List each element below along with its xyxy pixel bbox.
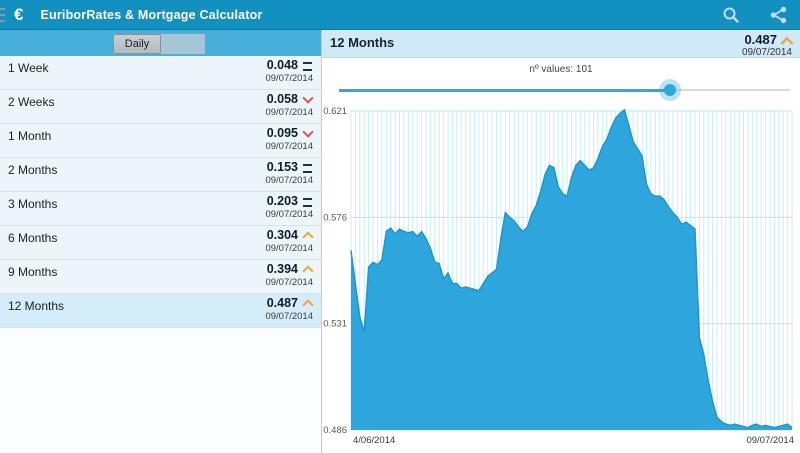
detail-date: 09/07/2014 <box>741 47 792 58</box>
rate-value: 0.095 <box>266 126 298 140</box>
rate-row-12-months[interactable]: 12 Months 0.487 09/07/2014 <box>0 294 321 328</box>
trend-down-icon <box>303 128 313 138</box>
x-axis-start-label: 4/06/2014 <box>353 435 395 446</box>
rate-term: 9 Months <box>8 265 58 279</box>
rate-row-6-months[interactable]: 6 Months 0.304 09/07/2014 <box>0 226 321 260</box>
y-axis-tick-label: 0.531 <box>323 319 347 330</box>
rate-date: 09/07/2014 <box>265 243 313 254</box>
rate-value: 0.153 <box>266 160 298 174</box>
share-icon[interactable] <box>768 4 790 26</box>
rate-history-chart: 0.621 0.576 0.531 0.486 4/06/2014 09/07/2014 <box>322 95 800 453</box>
period-toolbar: Daily <box>0 30 321 56</box>
area-chart: 0.621 0.576 0.531 0.486 4/06/2014 09/07/2014 <box>323 106 794 446</box>
detail-term: 12 Months <box>330 35 395 50</box>
rate-term: 2 Weeks <box>8 95 55 109</box>
rate-term: 12 Months <box>8 299 65 313</box>
rate-date: 09/07/2014 <box>265 175 313 186</box>
trend-equal-icon <box>303 60 313 71</box>
rates-list-filler <box>0 328 321 453</box>
trend-equal-icon <box>303 196 313 207</box>
rate-row-1-week[interactable]: 1 Week 0.048 09/07/2014 <box>0 56 321 90</box>
y-axis-tick-label: 0.621 <box>323 106 347 117</box>
n-values-label: nº values: 101 <box>529 64 593 75</box>
period-daily-button[interactable]: Daily <box>113 34 161 54</box>
rate-term: 1 Week <box>8 61 49 75</box>
rate-term: 2 Months <box>8 163 58 177</box>
detail-panel: 12 Months 0.487 09/07/2014 nº values: 10… <box>322 30 800 453</box>
euro-logo-icon: € <box>14 4 24 24</box>
rates-list: 1 Week 0.048 09/07/2014 2 Weeks 0.058 09/07/2… <box>0 56 321 328</box>
rate-row-2-weeks[interactable]: 2 Weeks 0.058 09/07/2014 <box>0 90 321 124</box>
rate-row-2-months[interactable]: 2 Months 0.153 09/07/2014 <box>0 158 321 192</box>
x-axis-end-label: 09/07/2014 <box>746 435 794 446</box>
rate-row-1-month[interactable]: 1 Month 0.095 09/07/2014 <box>0 124 321 158</box>
slider-fill <box>339 88 671 92</box>
rate-date: 09/07/2014 <box>265 107 313 118</box>
trend-up-icon <box>303 230 313 240</box>
trend-up-icon <box>303 264 313 274</box>
values-slider-section: nº values: 101 <box>322 58 800 101</box>
trend-up-icon <box>303 298 313 308</box>
rate-date: 09/07/2014 <box>265 277 313 288</box>
rates-panel: Daily 1 Week 0.048 09/07/2014 2 Weeks 0.058 0… <box>0 30 322 453</box>
rate-value: 0.203 <box>266 194 298 208</box>
rate-term: 3 Months <box>8 197 58 211</box>
detail-trend-up-icon <box>781 35 793 47</box>
trend-down-icon <box>303 94 313 104</box>
rate-date: 09/07/2014 <box>265 311 313 322</box>
rate-term: 6 Months <box>8 231 58 245</box>
rate-date: 09/07/2014 <box>265 141 313 152</box>
rate-row-3-months[interactable]: 3 Months 0.203 09/07/2014 <box>0 192 321 226</box>
y-axis-tick-label: 0.576 <box>323 212 347 223</box>
rate-value: 0.487 <box>266 296 298 310</box>
menu-drawer-icon[interactable] <box>0 8 5 22</box>
trend-equal-icon <box>303 162 313 173</box>
app-title: EuriborRates & Mortgage Calculator <box>40 7 263 22</box>
rate-value: 0.304 <box>266 228 298 242</box>
rate-value: 0.058 <box>266 92 298 106</box>
rate-row-9-months[interactable]: 9 Months 0.394 09/07/2014 <box>0 260 321 294</box>
n-values-slider[interactable] <box>339 79 790 101</box>
app-bar: € EuriborRates & Mortgage Calculator <box>0 0 800 30</box>
rate-date: 09/07/2014 <box>265 73 313 84</box>
slider-thumb[interactable] <box>659 79 682 101</box>
search-icon[interactable] <box>720 4 742 26</box>
rate-value: 0.048 <box>266 58 298 72</box>
period-selector: Daily <box>113 34 205 54</box>
rate-value: 0.394 <box>266 262 298 276</box>
rate-date: 09/07/2014 <box>265 209 313 220</box>
detail-value: 0.487 <box>744 32 777 47</box>
rate-term: 1 Month <box>8 129 52 143</box>
detail-header: 12 Months 0.487 09/07/2014 <box>322 30 800 58</box>
y-axis-tick-label: 0.486 <box>323 425 347 436</box>
